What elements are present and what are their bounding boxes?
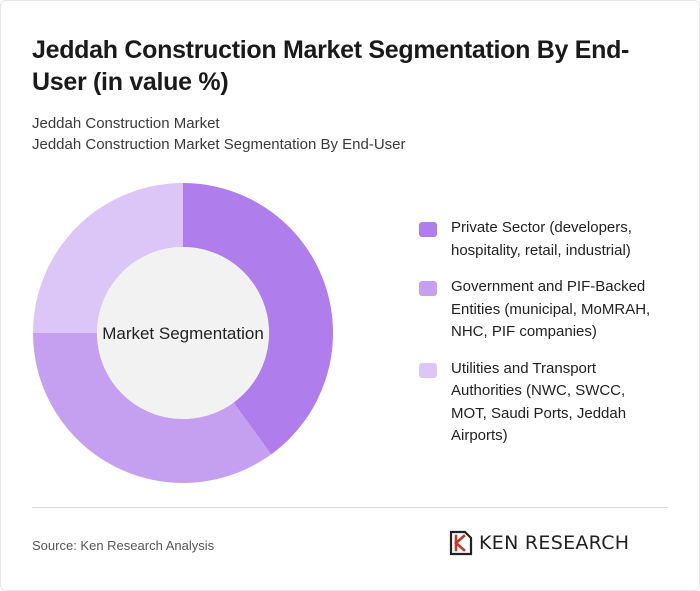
legend-label-2: Government and PIF-Backed Entities (munic…: [451, 278, 651, 340]
legend-item-3: Utilities and Transport Authorities (NWC,…: [419, 358, 679, 448]
donut-chart: Market Segmentation: [33, 183, 333, 483]
donut-center: [97, 247, 269, 419]
chart-title: Jeddah Construction Market Segmentation …: [32, 36, 630, 96]
chart-subtitle-segmentation: Jeddah Construction Market Segmentation …: [32, 136, 406, 153]
ken-research-logo: KEN RESEARCH: [449, 530, 629, 556]
legend-label-3: Utilities and Transport Authorities (NWC,…: [451, 359, 627, 445]
legend-label-1: Private Sector (developers, hospitality, …: [451, 219, 632, 259]
logo-text: KEN RESEARCH: [479, 532, 630, 554]
source-note: Source: Ken Research Analysis: [32, 538, 215, 553]
donut-slice-2: [33, 333, 272, 483]
legend-item-2: Government and PIF-Backed Entities (munic…: [419, 276, 679, 344]
legend-swatch-2: [419, 281, 437, 296]
ken-research-logo-icon: [449, 530, 473, 556]
chart-subtitle-market: Jeddah Construction Market: [32, 115, 220, 132]
donut-center-label: Market Segmentation: [102, 324, 264, 343]
donut-slice-3: [33, 183, 183, 333]
donut-slice-1: [183, 183, 333, 455]
legend-swatch-1: [419, 222, 437, 237]
footer-divider: [32, 507, 668, 508]
chart-legend: Private Sector (developers, hospitality, …: [419, 217, 679, 462]
legend-swatch-3: [419, 362, 437, 378]
legend-item-1: Private Sector (developers, hospitality, …: [419, 217, 679, 262]
